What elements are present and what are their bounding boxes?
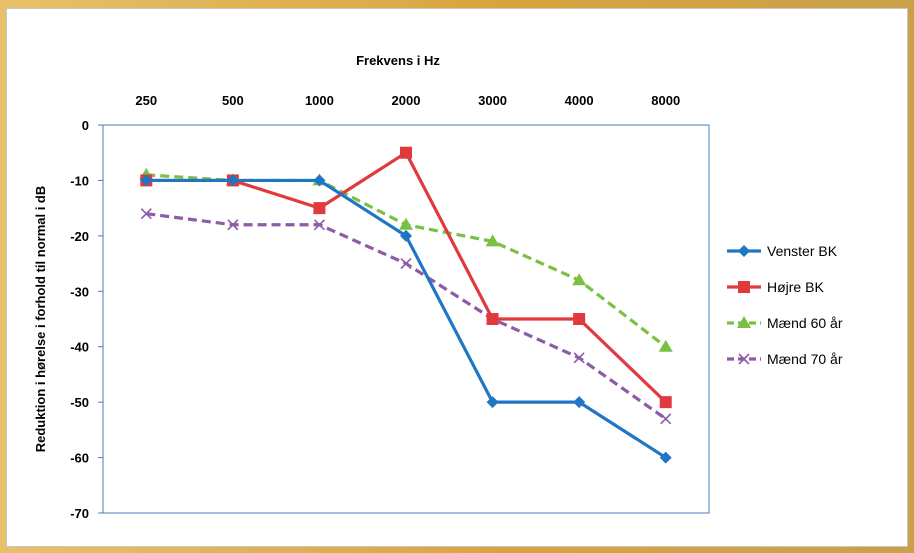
- data-point: [659, 396, 672, 409]
- y-tick-label: -10: [70, 173, 89, 188]
- data-point: [140, 174, 153, 187]
- data-point: [313, 219, 325, 231]
- legend-label: Venster BK: [767, 243, 838, 259]
- data-point: [660, 413, 672, 425]
- data-point: [313, 202, 326, 215]
- data-point: [573, 313, 586, 325]
- y-tick-label: -40: [70, 340, 89, 355]
- x-tick-label: 3000: [478, 93, 507, 108]
- data-point: [400, 258, 412, 270]
- x-tick-label: 250: [135, 93, 157, 108]
- y-axis-title: Reduktion i hørelse i forhold til normal…: [33, 186, 48, 453]
- legend-item: Mænd 70 år: [727, 351, 843, 367]
- data-point: [658, 339, 673, 352]
- data-point: [486, 396, 499, 409]
- y-tick-label: -70: [70, 506, 89, 521]
- data-point: [226, 174, 239, 187]
- data-point: [399, 217, 413, 230]
- legend-label: Mænd 70 år: [767, 351, 843, 367]
- y-tick-label: -20: [70, 229, 89, 244]
- y-tick-label: -30: [70, 284, 89, 299]
- data-point: [313, 174, 326, 187]
- x-tick-label: 4000: [565, 93, 594, 108]
- data-point: [140, 208, 152, 220]
- data-point: [573, 352, 585, 364]
- data-point: [572, 273, 587, 286]
- plot-area: [102, 124, 710, 514]
- x-tick-label: 8000: [651, 93, 680, 108]
- legend-item: Højre BK: [727, 279, 824, 295]
- legend-item: Venster BK: [727, 243, 838, 259]
- legend-marker: [737, 316, 751, 328]
- chart-frame: Frekvens i Hz 250 500 1000 2000 3000 4000 8000 0…: [6, 8, 908, 547]
- data-point: [227, 219, 239, 231]
- data-point: [659, 451, 672, 464]
- legend-marker: [738, 353, 750, 365]
- data-point: [485, 234, 500, 247]
- data-point: [486, 313, 499, 325]
- legend-marker: [738, 281, 750, 293]
- legend-marker: [738, 245, 750, 257]
- data-point: [400, 146, 412, 159]
- legend-item: Mænd 60 år: [727, 315, 843, 331]
- x-tick-label: 500: [222, 93, 244, 108]
- y-tick-label: -60: [70, 451, 89, 466]
- y-tick-label: -50: [70, 395, 89, 410]
- x-axis-title: Frekvens i Hz: [356, 53, 440, 68]
- data-point: [400, 229, 412, 242]
- x-tick-label: 2000: [392, 93, 421, 108]
- legend-label: Mænd 60 år: [767, 315, 843, 331]
- legend-label: Højre BK: [767, 279, 824, 295]
- data-point: [573, 396, 586, 409]
- chart-svg: Frekvens i Hz 250 500 1000 2000 3000 4000 8000 0…: [33, 53, 843, 521]
- y-tick-label: 0: [82, 118, 89, 133]
- x-tick-label: 1000: [305, 93, 334, 108]
